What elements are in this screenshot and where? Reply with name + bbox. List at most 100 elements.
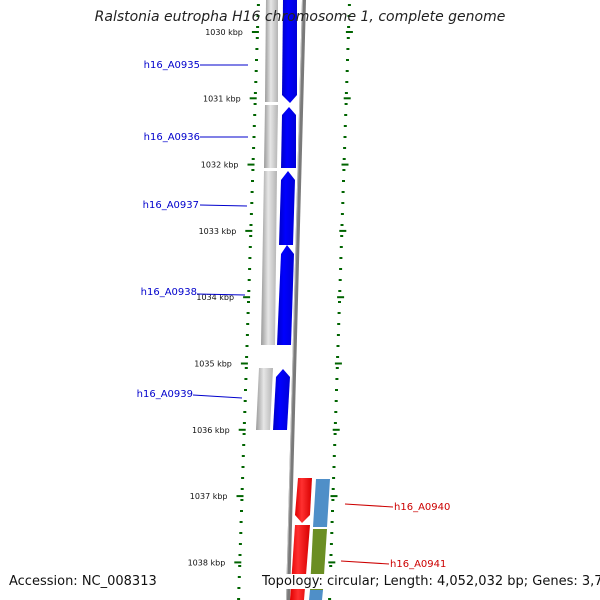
minor-tick bbox=[341, 191, 345, 193]
gene-labels: h16_A0935 h16_A0936 h16_A0937 h16_A0938 … bbox=[137, 60, 451, 570]
minor-tick bbox=[342, 169, 346, 171]
minor-tick bbox=[346, 37, 350, 39]
minor-tick bbox=[246, 323, 250, 325]
minor-tick bbox=[251, 169, 255, 171]
tick-labels: 1030 kbp 1031 kbp 1032 kbp 1033 kbp 1034 kbp… bbox=[188, 28, 243, 567]
minor-tick bbox=[252, 125, 256, 127]
minor-tick bbox=[248, 246, 252, 248]
minor-tick bbox=[338, 290, 342, 292]
minor-tick bbox=[344, 114, 348, 116]
minor-tick bbox=[336, 334, 340, 336]
gene-leader-line bbox=[199, 204, 248, 207]
minor-tick bbox=[333, 433, 337, 435]
minor-tick bbox=[237, 576, 241, 578]
minor-tick bbox=[239, 521, 243, 523]
gene-label[interactable]: h16_A0939 bbox=[137, 389, 193, 400]
minor-tick bbox=[244, 378, 248, 380]
major-tick bbox=[341, 163, 349, 166]
gene-leader-line bbox=[340, 560, 390, 565]
minor-tick bbox=[238, 554, 242, 556]
minor-tick bbox=[332, 455, 336, 457]
minor-tick bbox=[336, 345, 340, 347]
gene-label[interactable]: h16_A0940 bbox=[394, 502, 450, 513]
minor-tick bbox=[254, 70, 258, 72]
minor-tick bbox=[332, 477, 336, 479]
minor-tick bbox=[251, 180, 254, 182]
gc-block bbox=[265, 0, 278, 102]
map-title: Ralstonia eutropha H16 chromosome 1, com… bbox=[94, 9, 506, 25]
minor-tick bbox=[242, 422, 246, 424]
minor-tick bbox=[337, 312, 341, 314]
major-tick bbox=[334, 362, 342, 365]
minor-tick bbox=[336, 356, 340, 358]
major-tick bbox=[332, 428, 340, 431]
minor-tick bbox=[238, 543, 242, 545]
minor-tick bbox=[347, 15, 351, 17]
minor-tick bbox=[250, 202, 254, 204]
minor-tick bbox=[242, 444, 246, 446]
tick-label: 1036 kbp bbox=[192, 426, 230, 435]
gene-leader-line bbox=[344, 503, 394, 508]
minor-tick bbox=[335, 389, 338, 391]
minor-tick bbox=[330, 521, 334, 523]
major-tick bbox=[245, 229, 253, 232]
minor-tick bbox=[241, 455, 245, 457]
major-tick bbox=[251, 31, 259, 33]
minor-tick bbox=[240, 499, 244, 501]
cds-arrow bbox=[281, 107, 296, 168]
minor-tick bbox=[347, 26, 351, 28]
major-tick bbox=[328, 561, 336, 564]
gene-label[interactable]: h16_A0936 bbox=[144, 132, 200, 143]
minor-tick bbox=[255, 59, 258, 61]
gene-label[interactable]: h16_A0938 bbox=[141, 287, 197, 298]
minor-tick bbox=[243, 400, 247, 402]
minor-tick bbox=[242, 433, 246, 435]
major-tick bbox=[236, 495, 244, 498]
major-tick bbox=[330, 495, 338, 498]
backbone-arc bbox=[286, 0, 306, 600]
minor-tick bbox=[340, 213, 344, 215]
minor-tick bbox=[241, 477, 245, 479]
major-tick bbox=[345, 31, 353, 33]
gc-block bbox=[256, 368, 273, 430]
minor-tick bbox=[338, 279, 342, 281]
minor-tick bbox=[251, 158, 255, 160]
topology-text: Topology: circular; Length: 4,052,032 bp… bbox=[262, 574, 600, 589]
gc-block bbox=[261, 171, 277, 345]
gene-label[interactable]: h16_A0941 bbox=[390, 559, 446, 570]
minor-tick bbox=[342, 180, 345, 182]
minor-tick bbox=[244, 367, 248, 369]
minor-tick bbox=[335, 367, 339, 369]
tick-label: 1035 kbp bbox=[194, 360, 232, 369]
minor-tick bbox=[345, 70, 349, 72]
minor-tick bbox=[346, 59, 349, 61]
cds-arrow bbox=[277, 245, 294, 345]
cds-arrow bbox=[279, 171, 295, 245]
minor-tick bbox=[333, 422, 337, 424]
tick-label: 1037 kbp bbox=[190, 492, 228, 501]
major-tick bbox=[247, 163, 255, 166]
minor-tick bbox=[249, 213, 253, 215]
minor-tick bbox=[340, 224, 344, 226]
gene-label[interactable]: h16_A0937 bbox=[143, 200, 199, 211]
minor-tick bbox=[243, 411, 247, 413]
tick-label: 1030 kbp bbox=[205, 28, 243, 37]
forward-cds-track bbox=[273, 0, 297, 430]
minor-tick bbox=[346, 48, 350, 50]
minor-tick bbox=[244, 389, 247, 391]
tick-label: 1038 kbp bbox=[188, 558, 226, 567]
minor-tick bbox=[335, 378, 339, 380]
minor-tick bbox=[247, 279, 251, 281]
minor-tick bbox=[330, 532, 334, 534]
minor-tick bbox=[256, 26, 260, 28]
minor-tick bbox=[343, 147, 347, 149]
gc-block bbox=[264, 105, 278, 168]
cds-arrow bbox=[273, 369, 290, 430]
minor-tick bbox=[245, 356, 249, 358]
minor-tick bbox=[328, 598, 332, 600]
minor-tick bbox=[252, 136, 256, 138]
gene-label[interactable]: h16_A0935 bbox=[144, 60, 200, 71]
minor-tick bbox=[249, 235, 253, 237]
minor-tick bbox=[339, 268, 343, 270]
